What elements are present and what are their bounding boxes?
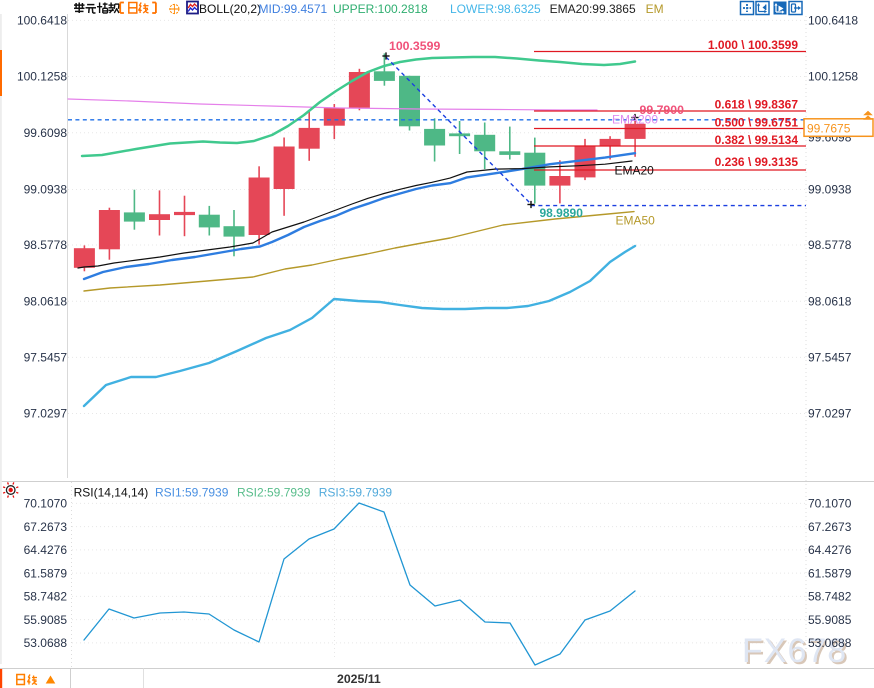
svg-text:98.5778: 98.5778 [808,238,852,252]
svg-text:67.2673: 67.2673 [808,520,852,534]
svg-text:98.0618: 98.0618 [24,294,68,308]
svg-text:UPPER:100.2818: UPPER:100.2818 [333,2,428,16]
svg-text:99.7900: 99.7900 [640,103,685,117]
svg-text:53.0688: 53.0688 [24,636,68,650]
svg-text:BOLL(20,2): BOLL(20,2) [199,2,261,16]
svg-text:RSI(14,14,14): RSI(14,14,14) [74,486,149,500]
svg-text:99.7675: 99.7675 [807,122,851,136]
svg-text:0.382 \ 99.5134: 0.382 \ 99.5134 [715,133,799,147]
svg-text:0.236 \ 99.3135: 0.236 \ 99.3135 [715,155,799,169]
svg-text:58.7482: 58.7482 [808,590,852,604]
svg-text:55.9085: 55.9085 [24,613,68,627]
svg-text:EMA50: EMA50 [616,213,656,227]
svg-text:RSI2:59.7939: RSI2:59.7939 [237,486,311,500]
svg-text:100.3599: 100.3599 [389,39,440,53]
svg-text:EM: EM [646,2,664,16]
svg-text:99.0938: 99.0938 [24,183,68,197]
svg-text:70.1070: 70.1070 [24,497,68,511]
svg-text:67.2673: 67.2673 [24,520,68,534]
svg-text:61.5879: 61.5879 [808,566,852,580]
svg-text:EMA20: EMA20 [615,164,655,178]
svg-text:LOWER:98.6325: LOWER:98.6325 [450,2,541,16]
svg-text:2025/11: 2025/11 [337,672,381,686]
svg-text:64.4276: 64.4276 [808,543,852,557]
svg-text:1.000 \ 100.3599: 1.000 \ 100.3599 [708,38,798,52]
svg-text:FX678: FX678 [744,634,849,672]
svg-text:0.500 \ 99.6751: 0.500 \ 99.6751 [715,115,799,129]
svg-text:98.5778: 98.5778 [24,238,68,252]
svg-text:EMA20:99.3865: EMA20:99.3865 [550,2,636,16]
svg-text:100.1258: 100.1258 [17,70,67,84]
svg-text:100.6418: 100.6418 [17,14,67,28]
svg-text:97.5457: 97.5457 [24,351,68,365]
svg-text:61.5879: 61.5879 [24,566,68,580]
svg-text:98.9890: 98.9890 [540,206,584,220]
svg-text:MID:99.4571: MID:99.4571 [259,2,328,16]
svg-text:0.618 \ 99.8367: 0.618 \ 99.8367 [715,98,799,112]
svg-text:99.6098: 99.6098 [24,126,68,140]
svg-text:98.0618: 98.0618 [808,294,852,308]
svg-text:70.1070: 70.1070 [808,497,852,511]
svg-text:64.4276: 64.4276 [24,543,68,557]
svg-text:97.0297: 97.0297 [24,407,68,421]
svg-text:58.7482: 58.7482 [24,590,68,604]
svg-text:53.0688: 53.0688 [808,636,852,650]
svg-text:55.9085: 55.9085 [808,613,852,627]
svg-text:97.5457: 97.5457 [808,351,852,365]
svg-text:RSI1:59.7939: RSI1:59.7939 [155,486,229,500]
svg-text:EMA200: EMA200 [612,113,658,127]
svg-text:100.1258: 100.1258 [808,70,858,84]
svg-text:97.0297: 97.0297 [808,407,852,421]
svg-text:RSI3:59.7939: RSI3:59.7939 [319,486,393,500]
svg-text:99.0938: 99.0938 [808,183,852,197]
svg-text:100.6418: 100.6418 [808,14,858,28]
svg-text:FX678: FX678 [742,632,847,670]
